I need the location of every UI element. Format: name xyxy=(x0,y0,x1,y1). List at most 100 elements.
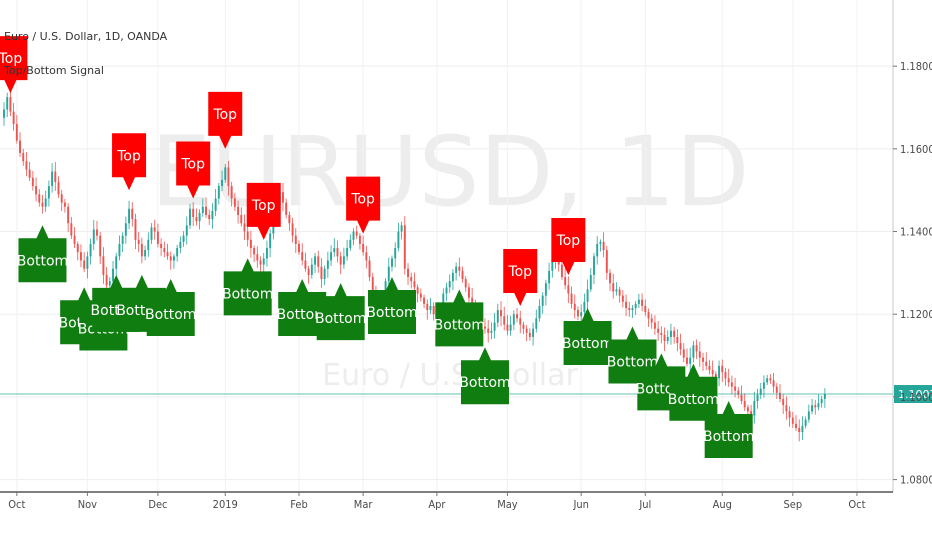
candle-body xyxy=(150,227,153,240)
candle-body xyxy=(182,235,185,242)
candle-body xyxy=(413,281,416,288)
watermark: EURUSD, 1D Euro / U.S. Dollar xyxy=(151,116,750,393)
time-tick-label: 2019 xyxy=(213,498,238,511)
indicator-name: Top/Bottom Signal xyxy=(3,64,104,77)
candle-body xyxy=(708,365,711,371)
bottom-signal-box xyxy=(223,258,272,316)
candle-body xyxy=(144,250,147,257)
candle-body xyxy=(249,239,252,249)
candle-body xyxy=(503,316,506,325)
candle-body xyxy=(746,407,749,412)
candle-body xyxy=(512,314,515,325)
candle-body xyxy=(384,281,387,298)
candle-body xyxy=(310,264,313,275)
candle-body xyxy=(743,401,746,408)
candle-body xyxy=(256,254,259,261)
bottom-signal-label: Bottom xyxy=(668,392,719,408)
current-price-line: 1.10073 xyxy=(0,385,932,404)
top-signal: Top xyxy=(551,218,586,276)
top-signal: Top xyxy=(503,249,538,307)
top-signal-label: Top xyxy=(116,148,141,164)
candle-body xyxy=(163,248,166,253)
candle-body xyxy=(628,308,631,311)
candle-body xyxy=(176,248,179,257)
candle-body xyxy=(371,277,374,294)
candle-body xyxy=(44,198,47,207)
bottom-signal: Bottom xyxy=(315,283,366,341)
candle-body xyxy=(535,318,538,329)
candle-body xyxy=(172,256,175,261)
candle-body xyxy=(352,231,355,240)
candle-body xyxy=(791,417,794,424)
candle-body xyxy=(166,252,169,257)
candle-body xyxy=(336,248,339,257)
top-signal: Top xyxy=(0,36,28,94)
candle-body xyxy=(307,268,310,275)
candle-body xyxy=(727,378,730,383)
candle-body xyxy=(711,370,714,375)
price-tick-label: 1.10000 xyxy=(900,391,932,404)
candle-body xyxy=(756,394,759,402)
candle-body xyxy=(105,274,108,286)
price-tick-label: 1.16000 xyxy=(900,143,932,156)
bottom-signal-box xyxy=(435,289,484,347)
bottom-signal-box xyxy=(18,225,67,283)
candle-body xyxy=(660,332,663,335)
candle-body xyxy=(391,258,393,267)
candle-body xyxy=(76,243,79,253)
top-signal-box xyxy=(208,91,243,149)
candle-body xyxy=(782,398,785,406)
candle-body xyxy=(118,243,121,257)
candle-body xyxy=(230,186,233,199)
bottom-signal-label: Bottom xyxy=(703,429,754,445)
candle-body xyxy=(564,277,567,286)
top-signal-label: Top xyxy=(0,51,22,67)
candle-body xyxy=(532,328,535,337)
candle-body xyxy=(12,111,15,125)
candle-body xyxy=(798,427,801,433)
candle-body xyxy=(320,266,323,280)
candle-body xyxy=(211,210,214,220)
candle-body xyxy=(509,324,512,331)
candle-body xyxy=(721,365,724,373)
top-signal-box xyxy=(346,176,381,234)
candle-body xyxy=(596,243,599,257)
candle-body xyxy=(577,310,579,317)
candle-body xyxy=(15,124,18,141)
candle-body xyxy=(358,235,361,244)
candle-body xyxy=(657,328,660,333)
candle-body xyxy=(137,239,140,244)
candle-body xyxy=(702,357,704,362)
candle-body xyxy=(169,256,172,261)
candle-body xyxy=(217,186,220,199)
candle-body xyxy=(70,223,73,236)
candle-body xyxy=(73,235,76,244)
candle-body xyxy=(490,330,493,333)
candle-body xyxy=(227,167,230,187)
candle-body xyxy=(695,345,698,352)
time-tick-label: Sep xyxy=(783,498,802,511)
candle-body xyxy=(3,109,5,118)
candle-body xyxy=(179,241,182,249)
candle-body xyxy=(432,305,435,315)
candle-body xyxy=(115,256,118,269)
candle-body xyxy=(22,152,25,162)
candle-body xyxy=(160,243,163,249)
candle-body xyxy=(525,328,528,333)
candle-body xyxy=(394,248,397,259)
candle-body xyxy=(410,277,413,282)
candle-body xyxy=(326,260,329,269)
time-tick-label: Mar xyxy=(354,498,374,511)
top-signal-box xyxy=(176,141,211,199)
candle-body xyxy=(355,231,358,236)
candle-body xyxy=(317,256,320,267)
candle-body xyxy=(54,171,57,182)
candle-body xyxy=(57,181,60,195)
candle-body xyxy=(41,202,44,207)
price-tick-label: 1.14000 xyxy=(900,226,932,239)
candle-body xyxy=(637,299,640,304)
candle-body xyxy=(698,351,701,358)
bottom-signal-box xyxy=(704,400,753,458)
candle-body xyxy=(189,208,191,226)
candle-body xyxy=(198,212,201,222)
